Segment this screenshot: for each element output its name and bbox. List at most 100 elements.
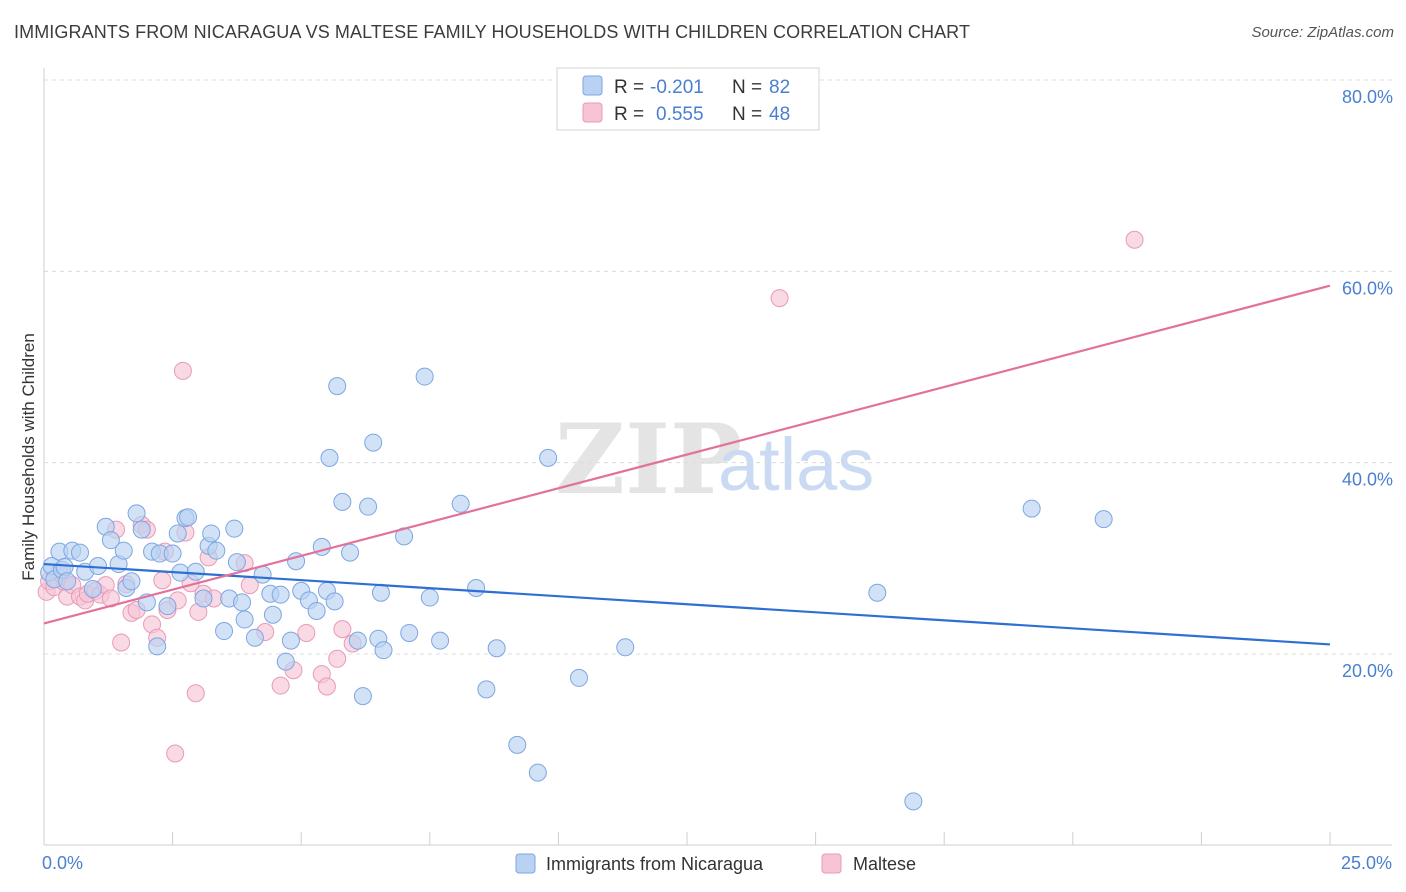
nicaragua-point-81 (904, 792, 923, 811)
nicaragua-point-10 (83, 579, 102, 598)
nicaragua-point-67 (400, 623, 419, 642)
nicaragua-point-74 (487, 639, 506, 658)
nicaragua-point-44 (263, 605, 282, 624)
legend-r-value-1: -0.201 (650, 77, 704, 98)
nicaragua-point-75 (508, 735, 527, 754)
nicaragua-point-59 (348, 631, 367, 650)
legend-n-label-1: N = (732, 77, 762, 98)
maltese-point-41 (297, 623, 316, 642)
nicaragua-point-78 (569, 668, 588, 687)
x-tick-label-min: 0.0% (42, 853, 83, 873)
nicaragua-point-22 (148, 637, 167, 656)
nicaragua-trendline (43, 562, 1331, 646)
maltese-point-47 (770, 289, 789, 308)
maltese-point-13 (101, 589, 120, 608)
trend-lines (43, 284, 1331, 646)
nicaragua-point-24 (158, 597, 177, 616)
nicaragua-point-82 (1022, 499, 1041, 518)
nicaragua-point-73 (477, 680, 496, 699)
nicaragua-point-19 (132, 520, 151, 539)
chart-title: IMMIGRANTS FROM NICARAGUA VS MALTESE FAM… (14, 22, 971, 42)
maltese-point-23 (153, 571, 172, 590)
y-tick-label-60: 60.0% (1342, 278, 1393, 298)
nicaragua-point-25 (163, 544, 182, 563)
nicaragua-point-64 (371, 583, 390, 602)
y-tick-labels: 20.0% 40.0% 60.0% 80.0% (1342, 87, 1393, 681)
legend-swatch-nicaragua (582, 75, 603, 96)
bottom-legend-swatch-nicaragua (515, 853, 536, 874)
nicaragua-point-31 (194, 589, 213, 608)
nicaragua-points (40, 367, 1113, 811)
maltese-point-15 (112, 633, 131, 652)
legend-n-label-2: N = (732, 104, 762, 125)
nicaragua-point-34 (207, 541, 226, 560)
nicaragua-point-33 (202, 524, 221, 543)
nicaragua-point-37 (225, 519, 244, 538)
source-credit: Source: ZipAtlas.com (1251, 24, 1394, 41)
nicaragua-point-70 (431, 631, 450, 650)
nicaragua-point-69 (420, 588, 439, 607)
maltese-point-44 (328, 649, 347, 668)
nicaragua-point-47 (281, 631, 300, 650)
nicaragua-point-68 (415, 367, 434, 386)
y-tick-label-20: 20.0% (1342, 661, 1393, 681)
legend-swatch-maltese (582, 102, 603, 123)
watermark-atlas: atlas (718, 423, 874, 506)
bottom-legend-swatch-maltese (821, 853, 842, 874)
nicaragua-point-83 (1094, 510, 1113, 529)
nicaragua-point-29 (179, 508, 198, 527)
legend-r-label-1: R = (614, 77, 644, 98)
nicaragua-point-38 (227, 553, 246, 572)
nicaragua-point-30 (186, 562, 205, 581)
nicaragua-point-45 (271, 585, 290, 604)
nicaragua-point-13 (101, 531, 120, 550)
watermark: ZIP atlas (555, 403, 874, 516)
nicaragua-point-40 (235, 610, 254, 629)
y-axis-label: Family Households with Children (19, 333, 38, 581)
nicaragua-point-46 (276, 652, 295, 671)
nicaragua-point-72 (467, 578, 486, 597)
nicaragua-point-6 (58, 572, 77, 591)
nicaragua-point-8 (71, 543, 90, 562)
y-tick-label-80: 80.0% (1342, 87, 1393, 107)
x-tick-label-max: 25.0% (1341, 853, 1392, 873)
maltese-point-39 (271, 676, 290, 695)
maltese-point-48 (1125, 230, 1144, 249)
nicaragua-point-17 (122, 572, 141, 591)
series-legend: Immigrants from Nicaragua Maltese (515, 853, 916, 874)
bottom-legend-label-nicaragua: Immigrants from Nicaragua (546, 854, 764, 874)
nicaragua-point-39 (233, 593, 252, 612)
nicaragua-point-77 (539, 448, 558, 467)
nicaragua-point-76 (528, 763, 547, 782)
maltese-point-26 (166, 744, 185, 763)
maltese-point-43 (317, 677, 336, 696)
maltese-trendline (43, 284, 1331, 625)
nicaragua-point-61 (359, 497, 378, 516)
legend-r-value-2: 0.555 (656, 104, 704, 125)
stats-legend: R = -0.201 N = 82 R = 0.555 N = 48 (556, 67, 820, 131)
legend-r-label-2: R = (614, 104, 644, 125)
axes (43, 68, 1392, 846)
x-tick-marks (43, 832, 1331, 845)
maltese-point-28 (173, 361, 192, 380)
nicaragua-point-54 (320, 448, 339, 467)
nicaragua-point-55 (325, 592, 344, 611)
legend-n-value-2: 48 (769, 104, 790, 125)
nicaragua-point-65 (374, 641, 393, 660)
grid-lines (44, 79, 1392, 655)
nicaragua-point-51 (307, 601, 326, 620)
nicaragua-point-71 (451, 494, 470, 513)
nicaragua-point-60 (353, 687, 372, 706)
nicaragua-point-56 (328, 377, 347, 396)
nicaragua-point-79 (616, 638, 635, 657)
legend-n-value-1: 82 (769, 77, 790, 98)
maltese-point-31 (186, 684, 205, 703)
nicaragua-point-80 (868, 583, 887, 602)
watermark-zip: ZIP (555, 403, 742, 516)
nicaragua-point-57 (333, 492, 352, 511)
nicaragua-point-18 (127, 504, 146, 523)
nicaragua-point-41 (245, 628, 264, 647)
nicaragua-point-62 (364, 433, 383, 452)
nicaragua-point-58 (341, 543, 360, 562)
